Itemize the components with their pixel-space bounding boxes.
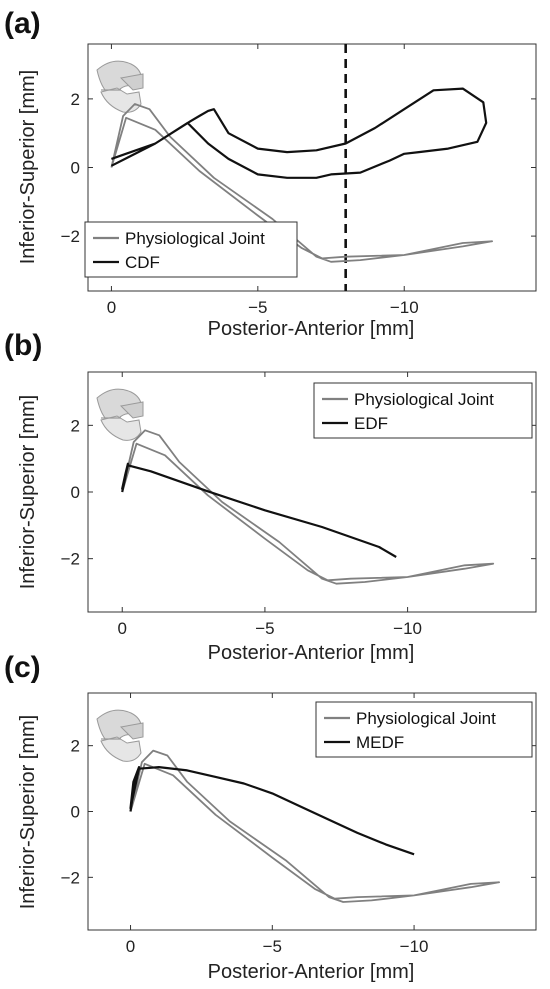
legend: Physiological Joint MEDF [315, 701, 533, 758]
legend-box [313, 382, 533, 439]
data-layer [96, 44, 494, 291]
x-tick-label: 0 [118, 619, 127, 638]
series-line-physiological-joint [129, 749, 501, 903]
chart-panel-2: (b) 0 −5 −10 −2 0 2 Posterior-Anterior [mm] Infe… [4, 329, 537, 664]
y-axis-title: Inferior-Superior [mm] [17, 70, 39, 265]
y-tick-label: −2 [61, 868, 80, 887]
y-tick-label: 2 [71, 90, 80, 109]
y-tick-label: −2 [61, 227, 80, 246]
legend-box [315, 701, 533, 758]
panel-label: (a) [4, 7, 41, 40]
cheekbone-shape [119, 401, 144, 419]
chart-panel-1: (a) 0 −5 −10 −2 0 2 Posterior-Anterior [mm] Infe… [4, 7, 537, 340]
y-tick-label: 2 [71, 737, 80, 756]
x-tick-label: −10 [393, 619, 422, 638]
chart-panel-3: (c) 0 −5 −10 −2 0 2 Posterior-Anterior [mm] Infe… [4, 651, 537, 983]
y-tick-label: 0 [71, 803, 80, 822]
x-axis-title: Posterior-Anterior [mm] [208, 642, 415, 664]
mandible-shape [100, 736, 142, 762]
series-line-physiological-joint [121, 429, 495, 585]
legend-entry: CDF [125, 253, 160, 272]
cheekbone-shape [119, 73, 144, 91]
y-tick-label: 0 [71, 159, 80, 178]
x-tick-label: −5 [255, 619, 274, 638]
series-line-edf [121, 462, 397, 558]
legend: Physiological Joint EDF [313, 382, 533, 439]
x-axis-title: Posterior-Anterior [mm] [208, 318, 415, 340]
legend-entry: Physiological Joint [354, 390, 494, 409]
y-tick-label: −2 [61, 550, 80, 569]
series-line-medf [129, 765, 415, 856]
y-axis-title: Inferior-Superior [mm] [17, 715, 39, 910]
data-layer [96, 709, 501, 903]
series-line-cdf [110, 87, 488, 179]
x-tick-label: 0 [107, 298, 116, 317]
x-tick-label: −5 [263, 937, 282, 956]
x-axis-title: Posterior-Anterior [mm] [208, 961, 415, 983]
series-line-physiological-joint [110, 103, 494, 263]
legend-entry: EDF [354, 414, 388, 433]
x-tick-label: −10 [390, 298, 419, 317]
y-tick-label: 0 [71, 483, 80, 502]
data-layer [96, 388, 495, 585]
x-tick-label: −10 [400, 937, 429, 956]
legend-entry: MEDF [356, 733, 404, 752]
legend-box [84, 221, 298, 278]
panel-label: (b) [4, 329, 42, 362]
mandible-shape [100, 415, 142, 441]
legend: Physiological Joint CDF [84, 221, 298, 278]
y-axis-title: Inferior-Superior [mm] [17, 395, 39, 590]
cheekbone-shape [119, 722, 144, 740]
x-tick-label: 0 [126, 937, 135, 956]
legend-entry: Physiological Joint [125, 229, 265, 248]
x-tick-label: −5 [248, 298, 267, 317]
y-tick-label: 2 [71, 416, 80, 435]
legend-entry: Physiological Joint [356, 709, 496, 728]
panel-label: (c) [4, 651, 41, 684]
